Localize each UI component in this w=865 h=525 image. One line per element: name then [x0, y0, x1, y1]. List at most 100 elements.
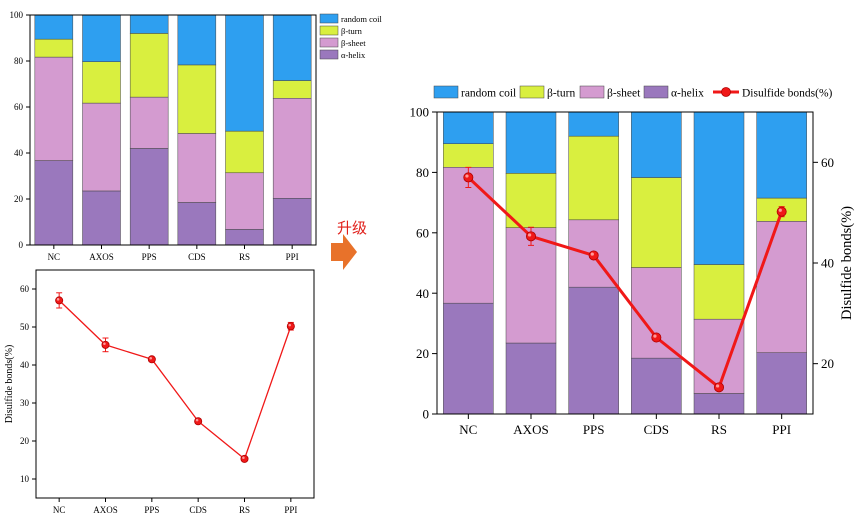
combo-bar-beta-turn — [443, 143, 494, 168]
combo-bar-alpha-helix — [505, 342, 557, 415]
small-line-y-tick-label: 20 — [20, 436, 30, 446]
combo-line-data-point-highlight — [528, 233, 532, 237]
small-stack-bar-beta-turn — [272, 80, 312, 99]
combo-x-tick-label: PPS — [583, 422, 605, 437]
small-line-y-axis-title: Disulfide bonds(%) — [4, 345, 15, 424]
combo-bar-random-coil — [443, 111, 494, 144]
combo-line-data-point-highlight — [778, 208, 782, 212]
combo-bar-beta-sheet — [505, 227, 557, 344]
combo-legend-marker-sample — [721, 87, 731, 97]
small-stack-bar-alpha-helix — [34, 160, 74, 246]
upgrade-arrow-icon — [331, 234, 357, 270]
upgrade-annotation: 升级 — [331, 219, 367, 270]
small-legend-label-random-coil: random coil — [341, 14, 382, 24]
combo-bar-random-coil — [505, 111, 557, 174]
combo-bar-beta-sheet — [631, 267, 682, 359]
combo-legend-label-random-coil: random coil — [461, 88, 516, 100]
combo-line-data-point-highlight — [716, 384, 720, 388]
combo-x-tick-label: RS — [711, 422, 727, 437]
small-stack-y-tick-label: 0 — [19, 240, 24, 250]
small-line-y-tick-label: 30 — [20, 398, 30, 408]
small-legend-swatch-beta-turn — [319, 25, 339, 36]
small-line-data-point-highlight — [103, 342, 106, 346]
small-line-x-tick-label: PPI — [284, 505, 297, 515]
combo-legend-swatch-alpha-helix — [643, 85, 669, 99]
small-stack-y-tick-label: 60 — [14, 102, 24, 112]
combo-line-data-point — [776, 206, 787, 217]
disulfide-line-chart-small: 10 20 30 40 50 60 NC AXOS PPS CDS RS PPI Disulfide b… — [4, 269, 315, 515]
small-line-plot-frame — [35, 269, 315, 499]
small-stack-x-tick-label: PPI — [286, 252, 299, 262]
small-stack-bar-random-coil — [272, 14, 312, 81]
combo-line-data-point-highlight — [590, 252, 594, 256]
combo-x-tick-label: NC — [459, 422, 477, 437]
small-stack-bar-beta-sheet — [225, 172, 264, 230]
small-line-series-line — [58, 299, 292, 460]
combo-line-series-line — [467, 176, 784, 389]
upgrade-label: 升级 — [337, 219, 367, 237]
small-stack-bar-alpha-helix — [177, 202, 217, 246]
combo-line-data-point — [526, 231, 537, 242]
combo-bar-random-coil — [568, 111, 619, 137]
combo-line-data-point — [463, 172, 474, 183]
small-stack-bar-beta-sheet — [82, 102, 121, 192]
small-stack-bar-alpha-helix — [129, 148, 169, 246]
combo-bar-beta-turn — [693, 264, 745, 320]
combo-legend-swatch-beta-turn — [519, 85, 545, 99]
small-line-data-point-highlight — [242, 456, 245, 460]
small-line-data-point — [194, 417, 203, 426]
combo-line-data-point-highlight — [465, 174, 469, 178]
combo-y-tick-label: 0 — [423, 407, 430, 422]
small-stack-x-tick-label: PPS — [142, 252, 157, 262]
combined-chart-upgraded: NC AXOS PPS CDS RS PPI 0 20 40 60 80 100 20 40 60 Disul… — [410, 85, 855, 437]
combo-bar-alpha-helix — [568, 286, 619, 415]
small-stack-bar-beta-sheet — [129, 96, 169, 149]
combo-y2-tick-label: 40 — [821, 256, 834, 271]
small-stack-bar-random-coil — [225, 14, 264, 132]
small-stack-x-tick-label: RS — [239, 252, 250, 262]
combo-x-tick-label: CDS — [644, 422, 669, 437]
combo-y-tick-label: 40 — [416, 286, 429, 301]
small-stack-bar-alpha-helix — [272, 198, 312, 246]
combo-bar-beta-sheet — [693, 318, 745, 394]
small-line-data-point — [286, 322, 295, 331]
small-line-x-tick-label: RS — [239, 505, 250, 515]
small-legend-label-beta-sheet: β-sheet — [341, 38, 366, 48]
combo-legend-swatch-random-coil — [433, 85, 459, 99]
combo-y2-tick-label: 20 — [821, 356, 834, 371]
combo-bar-beta-turn — [568, 135, 619, 221]
small-stack-y-tick-label: 100 — [10, 10, 24, 20]
combo-bar-alpha-helix — [693, 393, 745, 415]
combo-x-tick-label: AXOS — [513, 422, 548, 437]
small-line-data-point-highlight — [288, 323, 292, 327]
combo-y-tick-label: 100 — [410, 105, 430, 120]
combo-bar-beta-sheet — [756, 221, 807, 353]
combo-bar-beta-sheet — [443, 167, 494, 304]
small-legend-swatch-random-coil — [319, 13, 339, 24]
small-line-y-tick-label: 10 — [20, 474, 30, 484]
small-line-x-tick-label: NC — [53, 505, 66, 515]
combo-bar-alpha-helix — [631, 357, 682, 415]
small-stack-bar-beta-turn — [34, 38, 74, 58]
small-line-x-tick-label: PPS — [144, 505, 159, 515]
combo-legend-label-alpha-helix: α-helix — [671, 88, 704, 100]
small-legend-label-beta-turn: β-turn — [341, 26, 363, 36]
small-stack-bar-alpha-helix — [225, 229, 264, 246]
combo-bar-beta-turn — [631, 177, 682, 268]
small-line-data-point — [240, 454, 249, 463]
small-line-data-point-highlight — [149, 356, 153, 360]
small-stack-y-tick-label: 20 — [14, 194, 24, 204]
small-stack-bar-beta-sheet — [177, 133, 217, 203]
small-line-data-point — [55, 296, 64, 305]
small-line-data-point — [147, 355, 156, 364]
combo-bar-alpha-helix — [756, 352, 807, 415]
small-line-data-point-highlight — [195, 418, 199, 422]
small-stack-bar-beta-sheet — [272, 98, 312, 199]
small-stack-y-tick-label: 80 — [14, 56, 24, 66]
combo-line-data-point-highlight — [653, 334, 657, 338]
combo-y-tick-label: 20 — [416, 346, 429, 361]
combo-legend-swatch-beta-sheet — [579, 85, 605, 99]
small-line-y-tick-label: 40 — [20, 360, 30, 370]
small-stack-bar-random-coil — [177, 14, 217, 66]
